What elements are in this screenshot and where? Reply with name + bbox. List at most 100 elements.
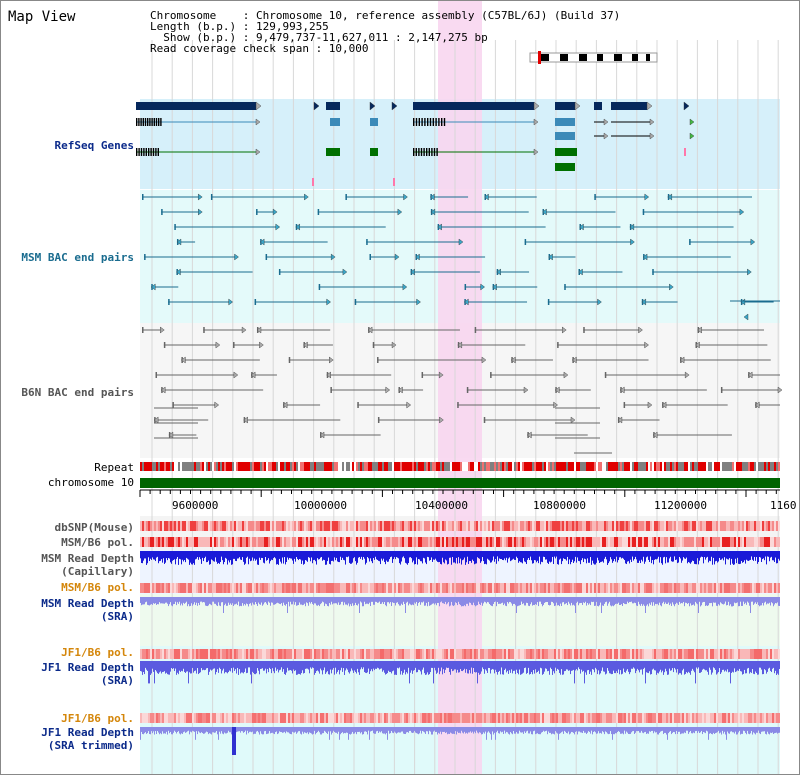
- read-depth-bar: [574, 597, 575, 606]
- repeat-segment: [504, 462, 506, 471]
- track-label-msm-depth-cap[interactable]: MSM Read Depth: [41, 552, 134, 565]
- polymorphism-cell: [712, 649, 714, 659]
- read-depth-bar: [394, 727, 395, 732]
- repeat-segment: [674, 462, 676, 471]
- read-depth-bar: [591, 551, 592, 565]
- polymorphism-cell: [464, 583, 466, 593]
- track-label-msm-b6-pol[interactable]: MSM/B6 pol.: [61, 536, 134, 549]
- read-depth-bar: [773, 727, 774, 734]
- repeat-segment: [306, 462, 308, 471]
- track-label-b6n-bac[interactable]: B6N BAC end pairs: [21, 386, 134, 399]
- polymorphism-cell: [622, 583, 624, 593]
- repeat-segment: [390, 462, 392, 471]
- read-depth-bar: [256, 597, 257, 605]
- polymorphism-cell: [364, 649, 366, 659]
- read-depth-bar: [716, 597, 717, 606]
- read-depth-bar: [374, 551, 375, 560]
- read-depth-bar: [394, 551, 395, 558]
- polymorphism-cell: [686, 583, 688, 593]
- polymorphism-cell: [418, 583, 420, 593]
- polymorphism-cell: [202, 537, 204, 547]
- read-depth-bar: [230, 661, 231, 672]
- read-depth-bar: [304, 551, 305, 564]
- polymorphism-cell: [146, 521, 148, 531]
- info-chromosome: Chromosome : Chromosome 10, reference as…: [150, 9, 621, 22]
- polymorphism-cell: [690, 713, 692, 723]
- read-depth-bar: [645, 551, 646, 562]
- polymorphism-cell: [734, 713, 736, 723]
- read-depth-bar: [607, 597, 608, 606]
- read-depth-bar: [371, 727, 372, 732]
- read-depth-bar: [644, 551, 645, 564]
- read-depth-bar: [471, 661, 472, 668]
- read-depth-bar: [440, 597, 441, 603]
- read-depth-bar: [167, 597, 168, 604]
- read-depth-bar: [643, 661, 644, 669]
- read-depth-bar: [733, 551, 734, 565]
- polymorphism-cell: [312, 537, 314, 547]
- read-depth-bar: [195, 597, 196, 606]
- strand-arrow-icon: [234, 253, 239, 261]
- read-depth-bar: [513, 727, 514, 731]
- polymorphism-cell: [166, 649, 168, 659]
- polymorphism-cell: [270, 713, 272, 723]
- read-depth-bar: [700, 551, 701, 558]
- read-depth-bar: [716, 551, 717, 561]
- read-depth-bar: [435, 551, 436, 559]
- track-label-msm-bac[interactable]: MSM BAC end pairs: [21, 251, 134, 264]
- read-depth-bar: [185, 661, 186, 673]
- polymorphism-cell: [526, 583, 528, 593]
- polymorphism-cell: [374, 521, 376, 531]
- read-depth-bar: [728, 597, 729, 602]
- read-depth-bar: [271, 661, 272, 674]
- read-depth-bar: [574, 727, 575, 735]
- read-depth-bar: [779, 551, 780, 561]
- strand-arrow-icon: [160, 386, 166, 394]
- read-depth-bar: [642, 597, 643, 606]
- polymorphism-cell: [610, 713, 612, 723]
- read-depth-bar: [518, 551, 519, 563]
- polymorphism-cell: [334, 521, 336, 531]
- read-depth-bar: [404, 727, 405, 734]
- read-depth-bar: [647, 597, 648, 605]
- polymorphism-cell: [330, 649, 332, 659]
- read-depth-bar: [358, 551, 359, 558]
- polymorphism-cell: [314, 649, 316, 659]
- read-depth-bar: [286, 597, 287, 604]
- polymorphism-cell: [700, 713, 702, 723]
- read-depth-bar: [674, 661, 675, 668]
- read-depth-bar: [666, 661, 667, 672]
- polymorphism-cell: [506, 521, 508, 531]
- read-depth-bar: [483, 661, 484, 670]
- polymorphism-cell: [284, 649, 286, 659]
- polymorphism-cell: [254, 713, 256, 723]
- read-depth-bar: [157, 551, 158, 557]
- polymorphism-cell: [228, 521, 230, 531]
- read-depth-bar: [627, 551, 628, 562]
- read-depth-bar: [496, 727, 497, 733]
- polymorphism-cell: [228, 583, 230, 593]
- polymorphism-cell: [744, 649, 746, 659]
- track-label-refseq[interactable]: RefSeq Genes: [54, 139, 134, 152]
- read-depth-bar: [272, 727, 273, 733]
- read-depth-bar: [147, 551, 148, 564]
- polymorphism-cell: [728, 583, 730, 593]
- polymorphism-cell: [340, 713, 342, 723]
- read-depth-bar: [431, 551, 432, 558]
- repeat-segment: [410, 462, 412, 471]
- read-depth-bar: [652, 597, 653, 606]
- strand-arrow-icon: [228, 298, 234, 306]
- read-depth-bar: [478, 551, 479, 559]
- read-depth-bar: [310, 661, 311, 668]
- polymorphism-cell: [276, 649, 278, 659]
- track-label-dbsnp[interactable]: dbSNP(Mouse): [54, 521, 134, 534]
- polymorphism-cell: [176, 537, 178, 547]
- polymorphism-cell: [272, 713, 274, 723]
- read-depth-bar: [331, 727, 332, 735]
- polymorphism-cell: [758, 649, 760, 659]
- polymorphism-cell: [186, 583, 188, 593]
- polymorphism-cell: [598, 521, 600, 531]
- ideogram-band: [560, 54, 568, 61]
- polymorphism-cell: [576, 521, 578, 531]
